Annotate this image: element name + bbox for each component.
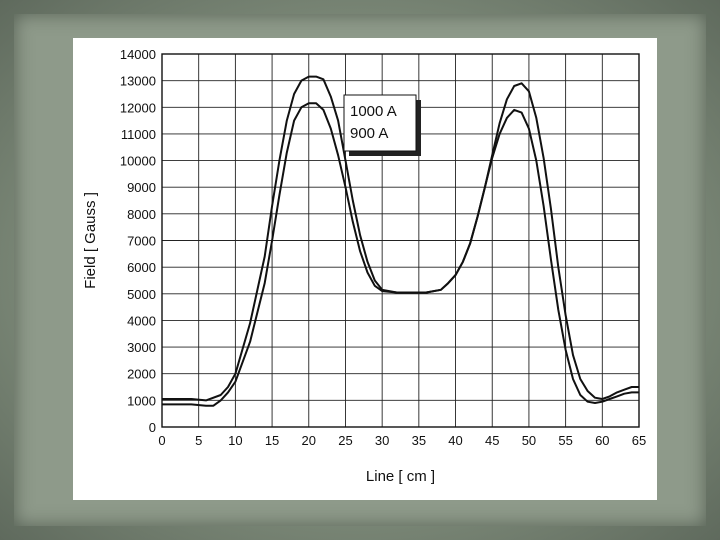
field-line-chart: 0 5 10 15 20 25 30 35 40 45 50 55 60 65 0 1000 2000 3000…: [82, 47, 646, 485]
x-tick-label: 0: [158, 433, 165, 448]
x-tick-label: 20: [302, 433, 316, 448]
slide-canvas: 0 5 10 15 20 25 30 35 40 45 50 55 60 65 0 1000 2000 3000…: [73, 38, 657, 500]
x-tick-label: 35: [412, 433, 426, 448]
y-tick-labels: 0 1000 2000 3000 4000 5000 6000 7000 8000 9000 100…: [120, 47, 156, 435]
y-tick-label: 14000: [120, 47, 156, 62]
x-tick-label: 5: [195, 433, 202, 448]
legend-entry-900a: 900 A: [350, 125, 388, 142]
y-tick-label: 7000: [127, 234, 156, 249]
legend-box: [343, 94, 417, 152]
series-layer: [162, 75, 639, 407]
y-tick-label: 4000: [127, 313, 156, 328]
y-tick-label: 10000: [120, 154, 156, 169]
x-tick-label: 10: [228, 433, 242, 448]
x-tick-label: 65: [632, 433, 646, 448]
legend: 1000 A 900 A: [343, 94, 421, 156]
y-axis-title: Field [ Gauss ]: [82, 192, 99, 289]
y-tick-label: 1000: [127, 393, 156, 408]
y-tick-label: 12000: [120, 100, 156, 115]
x-tick-label: 30: [375, 433, 389, 448]
x-tick-label: 40: [448, 433, 462, 448]
y-tick-label: 3000: [127, 340, 156, 355]
x-tick-labels: 0 5 10 15 20 25 30 35 40 45 50 55 60 65: [158, 433, 646, 448]
x-tick-label: 25: [338, 433, 352, 448]
y-tick-label: 2000: [127, 367, 156, 382]
y-tick-label: 13000: [120, 74, 156, 89]
x-tick-label: 45: [485, 433, 499, 448]
x-axis-title: Line [ cm ]: [366, 468, 435, 485]
y-tick-label: 6000: [127, 260, 156, 275]
x-tick-label: 15: [265, 433, 279, 448]
y-tick-label: 0: [149, 420, 156, 435]
x-tick-label: 55: [558, 433, 572, 448]
plot-area-frame: [161, 53, 640, 428]
y-tick-label: 11000: [121, 127, 156, 142]
y-tick-label: 8000: [127, 207, 156, 222]
y-tick-label: 5000: [127, 287, 156, 302]
series-line-900a: [162, 102, 639, 407]
x-tick-label: 50: [522, 433, 536, 448]
x-tick-label: 60: [595, 433, 609, 448]
legend-entry-1000a: 1000 A: [350, 103, 397, 120]
y-tick-label: 9000: [127, 180, 156, 195]
